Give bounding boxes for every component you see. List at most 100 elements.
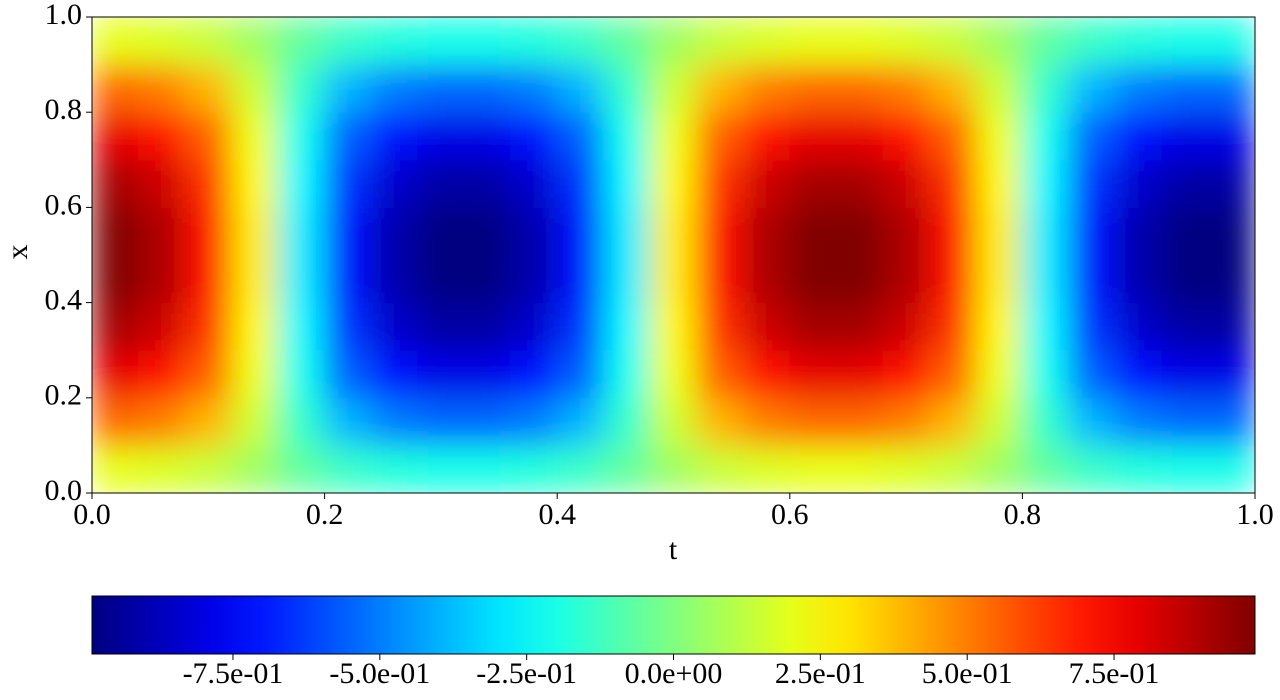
heatmap-cell: [742, 444, 791, 493]
heatmap-cell: [510, 349, 558, 399]
heatmap-cell: [1021, 397, 1070, 446]
x-tick-label: 0.6: [771, 498, 809, 531]
heatmap-cell: [928, 206, 977, 256]
y-tick-label: 0.2: [45, 379, 83, 412]
heatmap-cell: [1021, 111, 1070, 161]
heatmap-cell: [789, 206, 837, 256]
heatmap-cell: [138, 206, 186, 256]
heatmap-cell: [1161, 159, 1209, 208]
heatmap-cell: [1114, 64, 1163, 113]
heatmap-cell: [649, 159, 698, 208]
heatmap-cell: [649, 17, 698, 66]
heatmap-cell: [789, 159, 837, 208]
heatmap-cell: [417, 254, 465, 304]
heatmap-cell: [789, 111, 837, 161]
heatmap-cell: [1068, 302, 1116, 351]
heatmap-cell: [742, 206, 791, 256]
heatmap-cell: [1021, 349, 1070, 399]
heatmap-cell: [1161, 206, 1209, 256]
heatmap-cell: [324, 349, 372, 399]
heatmap-cell: [417, 444, 465, 493]
heatmap-cell: [370, 444, 419, 493]
heatmap-cell: [1114, 206, 1163, 256]
y-tick-label: 1.0: [45, 0, 83, 31]
colorbar-tick-label: -2.5e-01: [476, 657, 577, 690]
heatmap-cell: [463, 159, 512, 208]
heatmap-cell: [1068, 64, 1116, 113]
heatmap-cell: [138, 444, 186, 493]
heatmap-cell: [1114, 159, 1163, 208]
heatmap-cell: [138, 64, 186, 113]
heatmap-cell: [603, 254, 651, 304]
heatmap-cell: [184, 444, 233, 493]
heatmap-cell: [742, 159, 791, 208]
heatmap-cell: [277, 111, 326, 161]
heatmap-cell: [882, 17, 930, 66]
heatmap-cell: [742, 397, 791, 446]
heatmap-cell: [463, 17, 512, 66]
heatmap-cell: [370, 302, 419, 351]
heatmap-cell: [92, 444, 140, 493]
heatmap-cell: [649, 302, 698, 351]
x-tick-label: 0.0: [73, 498, 111, 531]
heatmap-cell: [417, 302, 465, 351]
heatmap-cell: [975, 254, 1023, 304]
heatmap-cell: [556, 444, 605, 493]
heatmap-cell: [789, 397, 837, 446]
heatmap-cell: [835, 349, 884, 399]
heatmap-cell: [603, 17, 651, 66]
heatmap-cell: [1114, 254, 1163, 304]
heatmap-cell: [882, 397, 930, 446]
heatmap-cell: [603, 159, 651, 208]
heatmap-cell: [742, 302, 791, 351]
heatmap-cell: [510, 397, 558, 446]
heatmap-cell: [1207, 254, 1255, 304]
heatmap-cell: [835, 111, 884, 161]
heatmap-cell: [1161, 254, 1209, 304]
heatmap-cell: [556, 206, 605, 256]
heatmap-cell: [882, 206, 930, 256]
heatmap-cell: [975, 17, 1023, 66]
heatmap-cell: [1021, 64, 1070, 113]
heatmap-cell: [1207, 302, 1255, 351]
heatmap-cell: [231, 349, 279, 399]
heatmap-cell: [277, 302, 326, 351]
heatmap-cell: [324, 397, 372, 446]
heatmap-cell: [835, 254, 884, 304]
heatmap-cell: [882, 302, 930, 351]
heatmap-cell: [1161, 444, 1209, 493]
heatmap-cell: [975, 111, 1023, 161]
heatmap-cell: [324, 206, 372, 256]
heatmap-cell: [696, 159, 744, 208]
heatmap-cell: [789, 254, 837, 304]
heatmap-cell: [882, 159, 930, 208]
heatmap-cell: [92, 64, 140, 113]
heatmap-cell: [603, 206, 651, 256]
plot-frame: [91, 16, 1256, 494]
heatmap-cell: [184, 397, 233, 446]
heatmap-cell: [370, 397, 419, 446]
heatmap-cell: [928, 17, 977, 66]
heatmap-cell: [1114, 444, 1163, 493]
heatmap-cell: [324, 159, 372, 208]
heatmap-cell: [649, 206, 698, 256]
heatmap-cell: [231, 254, 279, 304]
heatmap-cell: [417, 17, 465, 66]
heatmap-cell: [463, 302, 512, 351]
heatmap-cell: [92, 206, 140, 256]
heatmap-cell: [789, 17, 837, 66]
heatmap-cell: [1207, 349, 1255, 399]
heatmap-cell: [184, 206, 233, 256]
heatmap-cell: [742, 111, 791, 161]
heatmap-cell: [1021, 159, 1070, 208]
heatmap-cell: [928, 349, 977, 399]
heatmap-cell: [277, 349, 326, 399]
heatmap-cell: [742, 64, 791, 113]
heatmap-cell: [928, 111, 977, 161]
heatmap-cell: [231, 444, 279, 493]
heatmap-cell: [1207, 64, 1255, 113]
heatmap-cell: [277, 159, 326, 208]
heatmap-cell: [789, 444, 837, 493]
heatmap-cell: [603, 64, 651, 113]
heatmap-cell: [370, 17, 419, 66]
